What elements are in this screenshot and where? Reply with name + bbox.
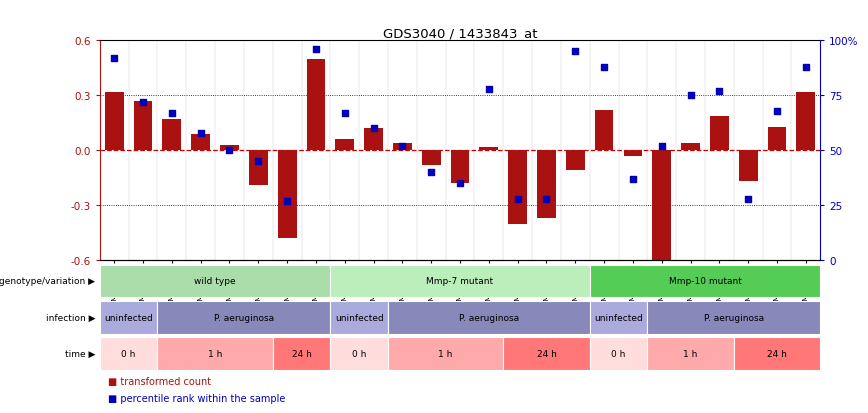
Point [338, 110, 352, 117]
Point [252, 159, 266, 165]
Point [540, 196, 554, 202]
FancyBboxPatch shape [589, 265, 820, 298]
Bar [220, 145, 239, 151]
Text: genotype/variation ▶: genotype/variation ▶ [0, 276, 95, 285]
Point [569, 49, 582, 56]
Bar [479, 147, 498, 151]
Text: infection ▶: infection ▶ [46, 313, 95, 322]
Text: 24 h: 24 h [767, 349, 787, 358]
Text: uninfected: uninfected [104, 313, 153, 322]
FancyBboxPatch shape [100, 337, 157, 370]
Bar [393, 144, 411, 151]
Bar [623, 151, 642, 157]
Point [741, 196, 755, 202]
Text: 0 h: 0 h [122, 349, 135, 358]
Bar [422, 151, 441, 166]
FancyBboxPatch shape [733, 337, 820, 370]
Point [396, 143, 410, 150]
Point [366, 126, 380, 132]
Point [713, 88, 727, 95]
Bar [710, 116, 729, 151]
FancyBboxPatch shape [388, 337, 503, 370]
Point [654, 143, 668, 150]
Bar [134, 102, 153, 151]
Bar [653, 151, 671, 261]
FancyBboxPatch shape [589, 337, 648, 370]
Point [280, 198, 294, 205]
FancyBboxPatch shape [503, 337, 589, 370]
Bar [509, 151, 527, 224]
FancyBboxPatch shape [273, 337, 331, 370]
Bar [105, 93, 123, 151]
Text: 24 h: 24 h [536, 349, 556, 358]
Text: ■ transformed count: ■ transformed count [108, 376, 212, 386]
Bar [739, 151, 758, 182]
Point [597, 64, 611, 71]
Text: P. aeruginosa: P. aeruginosa [704, 313, 764, 322]
Bar [767, 127, 786, 151]
Bar [450, 151, 470, 184]
Text: 0 h: 0 h [611, 349, 626, 358]
Text: time ▶: time ▶ [65, 349, 95, 358]
FancyBboxPatch shape [648, 301, 820, 334]
FancyBboxPatch shape [589, 301, 648, 334]
Point [453, 180, 467, 187]
Text: 0 h: 0 h [352, 349, 366, 358]
Text: Mmp-10 mutant: Mmp-10 mutant [668, 277, 741, 286]
FancyBboxPatch shape [388, 301, 589, 334]
Text: Mmp-7 mutant: Mmp-7 mutant [426, 277, 494, 286]
FancyBboxPatch shape [648, 337, 733, 370]
Point [309, 47, 323, 53]
FancyBboxPatch shape [331, 265, 589, 298]
FancyBboxPatch shape [331, 337, 388, 370]
Point [626, 176, 640, 183]
Point [510, 196, 524, 202]
Bar [191, 135, 210, 151]
Bar [365, 129, 383, 151]
Point [424, 170, 438, 176]
Bar [278, 151, 297, 239]
Bar [681, 144, 700, 151]
Point [222, 148, 236, 154]
Text: 1 h: 1 h [438, 349, 453, 358]
Bar [537, 151, 556, 218]
Point [770, 108, 784, 115]
Point [684, 93, 698, 100]
Text: 1 h: 1 h [208, 349, 222, 358]
Point [136, 100, 150, 106]
Text: 24 h: 24 h [292, 349, 312, 358]
Point [165, 110, 179, 117]
Text: P. aeruginosa: P. aeruginosa [459, 313, 519, 322]
FancyBboxPatch shape [331, 301, 388, 334]
Point [194, 130, 207, 137]
Bar [797, 93, 815, 151]
Text: wild type: wild type [194, 277, 236, 286]
Bar [249, 151, 267, 186]
FancyBboxPatch shape [157, 337, 273, 370]
Text: uninfected: uninfected [335, 313, 384, 322]
Point [799, 64, 812, 71]
FancyBboxPatch shape [100, 265, 331, 298]
Bar [566, 151, 585, 171]
Point [108, 55, 122, 62]
Title: GDS3040 / 1433843_at: GDS3040 / 1433843_at [383, 27, 537, 40]
Text: 1 h: 1 h [683, 349, 698, 358]
Bar [335, 140, 354, 151]
Bar [162, 120, 181, 151]
FancyBboxPatch shape [157, 301, 331, 334]
Text: uninfected: uninfected [595, 313, 643, 322]
Text: P. aeruginosa: P. aeruginosa [214, 313, 274, 322]
FancyBboxPatch shape [100, 301, 157, 334]
Bar [595, 111, 614, 151]
Text: ■ percentile rank within the sample: ■ percentile rank within the sample [108, 393, 286, 403]
Bar [306, 59, 326, 151]
Point [482, 86, 496, 93]
